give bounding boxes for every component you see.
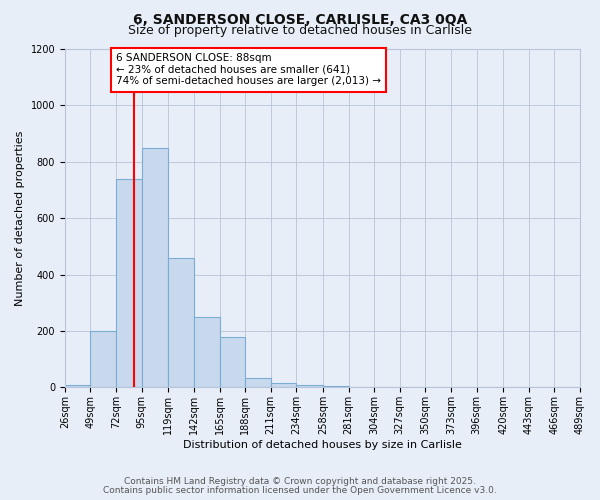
Bar (245, 378, 271, 388)
Bar (65, 384, 91, 388)
Y-axis label: Number of detached properties: Number of detached properties (15, 130, 25, 306)
Bar (349, 387, 374, 388)
Bar (271, 383, 296, 388)
Text: 6, SANDERSON CLOSE, CARLISLE, CA3 0QA: 6, SANDERSON CLOSE, CARLISLE, CA3 0QA (133, 12, 467, 26)
Text: Contains HM Land Registry data © Crown copyright and database right 2025.: Contains HM Land Registry data © Crown c… (124, 477, 476, 486)
Bar (323, 386, 349, 388)
Bar (169, 258, 194, 388)
Text: Size of property relative to detached houses in Carlisle: Size of property relative to detached ho… (128, 24, 472, 37)
Text: Contains public sector information licensed under the Open Government Licence v3: Contains public sector information licen… (103, 486, 497, 495)
Bar (220, 337, 245, 388)
Text: 6 SANDERSON CLOSE: 88sqm
← 23% of detached houses are smaller (641)
74% of semi-: 6 SANDERSON CLOSE: 88sqm ← 23% of detach… (116, 53, 381, 86)
Bar (91, 331, 116, 388)
Bar (142, 148, 169, 388)
Bar (194, 318, 220, 388)
X-axis label: Distribution of detached houses by size in Carlisle: Distribution of detached houses by size … (183, 440, 462, 450)
Bar (296, 384, 323, 388)
Bar (116, 178, 142, 388)
